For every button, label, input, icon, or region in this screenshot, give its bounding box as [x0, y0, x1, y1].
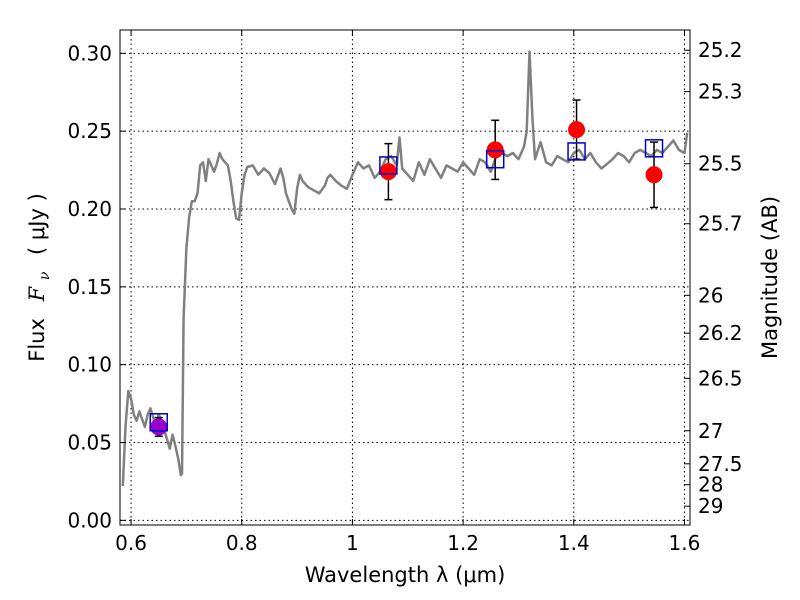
- y-axis-title-subscript: ν: [37, 271, 53, 280]
- y2-tick-label: 27.5: [698, 452, 743, 476]
- y2-tick-label: 29: [698, 494, 723, 518]
- observed-point: [568, 121, 586, 139]
- y2-tick-label: 25.5: [698, 152, 743, 176]
- spectrum-layer: [121, 50, 689, 487]
- y2-tick-label: 28: [698, 473, 723, 497]
- observed-point: [486, 141, 504, 159]
- x-tick-label: 0.6: [115, 531, 147, 555]
- observed-point: [645, 166, 663, 184]
- model-point: [149, 413, 168, 432]
- y2-tick-label: 26.2: [698, 321, 743, 345]
- y-tick-label: 0.30: [67, 41, 112, 65]
- y-tick-label: 0.05: [67, 431, 112, 455]
- y2-tick-label: 25.3: [698, 80, 743, 104]
- y2-tick-label: 25.7: [698, 212, 743, 236]
- y-tick-label: 0.15: [67, 275, 112, 299]
- observed-point: [379, 163, 397, 181]
- spectrum-line: [121, 50, 689, 487]
- y-tick-label: 0.25: [67, 119, 112, 143]
- model-point: [567, 142, 586, 161]
- right-axis-title: Magnitude (AB): [758, 196, 782, 359]
- y2-tick-label: 27: [698, 419, 723, 443]
- x-axis-title: Wavelength λ (μm): [305, 563, 506, 587]
- plot-frame: [119, 29, 691, 526]
- y2-tick-label: 26.5: [698, 366, 743, 390]
- gridlines: [120, 30, 690, 525]
- x-tick-label: 1: [346, 531, 359, 555]
- x-tick-label: 1.6: [669, 531, 701, 555]
- x-tick-label: 0.8: [226, 531, 258, 555]
- y-axis-title-prefix: Flux: [25, 318, 49, 362]
- y-tick-label: 0.00: [67, 508, 112, 532]
- axis-ticks: 0.6 0.8 1 1.2 1.4 1.6 0.00 0.05 0.10 0.15 0.20 0.25…: [67, 30, 743, 555]
- model-points-layer: [149, 139, 664, 432]
- y-tick-label: 0.20: [67, 197, 112, 221]
- y-axis-title-unit: ( μJy ): [25, 193, 49, 255]
- x-tick-label: 1.2: [447, 531, 479, 555]
- observed-point: [150, 418, 168, 436]
- y-tick-label: 0.10: [67, 353, 112, 377]
- y2-tick-label: 26: [698, 283, 723, 307]
- y-axis-title-symbol: F: [25, 285, 49, 302]
- model-point: [379, 156, 398, 175]
- model-point: [485, 149, 505, 169]
- model-point: [644, 139, 664, 158]
- errorbar-layer: [154, 99, 659, 438]
- y-axis-title: Flux F ν ( μJy ): [25, 193, 54, 362]
- x-tick-label: 1.4: [558, 531, 590, 555]
- y2-tick-label: 25.2: [698, 38, 743, 62]
